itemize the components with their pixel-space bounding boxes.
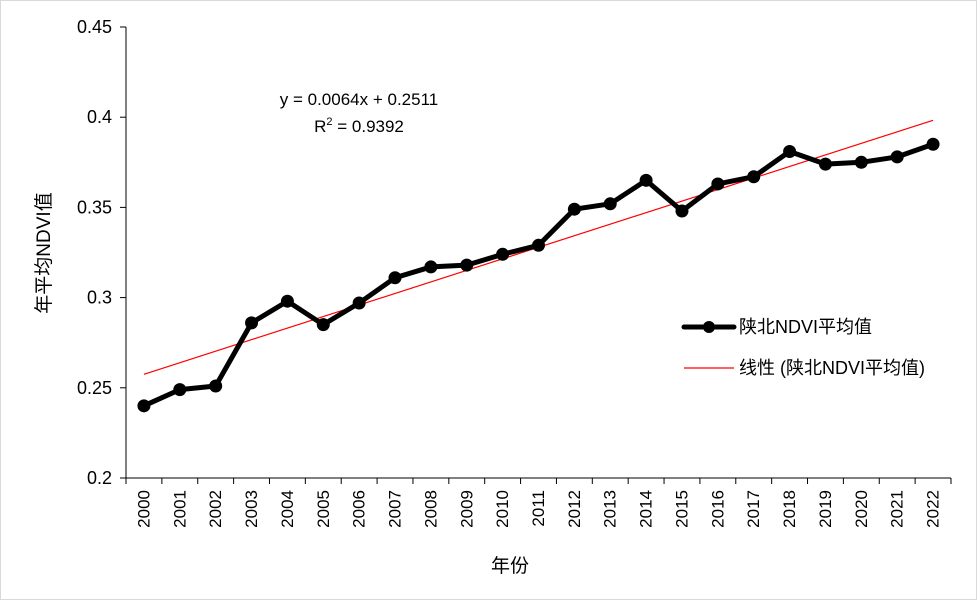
x-tick-label: 2010 [493,490,512,528]
y-tick-label: 0.35 [77,197,112,217]
x-tick-label: 2016 [708,490,727,528]
y-tick-label: 0.45 [77,17,112,37]
x-tick-label: 2014 [637,490,656,528]
data-point [280,294,294,308]
x-tick-label: 2021 [888,490,907,528]
data-point [209,379,223,393]
data-point [424,260,438,274]
x-tick-label: 2018 [780,490,799,528]
x-tick-label: 2011 [529,490,548,527]
x-tick-label: 2019 [816,490,835,528]
data-points [137,137,940,413]
legend-series-label: 陕北NDVI平均值 [739,317,872,337]
r2-superscript: 2 [326,116,332,128]
data-point [496,247,510,261]
x-tick-label: 2007 [386,490,405,528]
axes [125,27,951,479]
y-tick-labels: 0.2 0.25 0.3 0.35 0.4 0.45 [77,17,126,488]
y-axis-title: 年平均NDVI值 [33,192,55,313]
data-point [388,271,402,285]
legend-trend-label: 线性 (陕北NDVI平均值) [739,358,925,378]
data-point [783,144,797,158]
legend-series-swatch-marker [703,321,715,333]
x-tick-label: 2000 [134,490,153,528]
data-point [245,316,259,330]
data-point [747,170,761,184]
data-point [639,173,653,187]
x-tick-label: 2020 [852,490,871,528]
x-tick-label: 2013 [601,490,620,528]
x-tick-label: 2002 [206,490,225,528]
data-point [926,137,940,151]
data-point [854,155,868,169]
data-point [567,202,581,216]
x-tick-label: 2009 [457,490,476,528]
x-tick-label: 2006 [350,490,369,528]
x-tick-label: 2017 [744,490,763,528]
legend: 陕北NDVI平均值 线性 (陕北NDVI平均值) [681,317,925,378]
x-tick-label: 2015 [672,490,691,528]
y-tick-label: 0.3 [87,288,112,308]
data-point [352,296,366,310]
r2-label: R [314,117,326,136]
r2-value: = 0.9392 [333,117,404,136]
data-point [173,383,187,397]
data-point [460,258,474,272]
data-point [675,204,689,218]
x-tick-label: 2005 [314,490,333,528]
x-tick-label: 2004 [278,490,297,528]
data-point [890,150,904,164]
x-tick-label: 2001 [170,490,189,528]
x-tick-label: 2008 [421,490,440,528]
x-tick-label: 2003 [242,490,261,528]
y-tick-label: 0.4 [87,107,112,127]
data-point [532,238,545,252]
data-point [818,157,832,171]
data-point [711,177,725,191]
x-tick-labels: 2000 2001 2002 2003 2004 2005 2006 2007 2008 2009… [125,478,952,528]
trend-r2: R2 = 0.9392 [314,116,404,136]
data-point [137,399,151,413]
y-tick-label: 0.2 [87,468,112,488]
data-point [603,197,617,211]
trend-equation: y = 0.0064x + 0.2511 [280,90,438,109]
data-point [316,318,330,332]
y-tick-label: 0.25 [77,378,112,398]
x-tick-label: 2022 [924,490,943,528]
x-axis-title: 年份 [491,555,529,577]
x-tick-label: 2012 [565,490,584,528]
